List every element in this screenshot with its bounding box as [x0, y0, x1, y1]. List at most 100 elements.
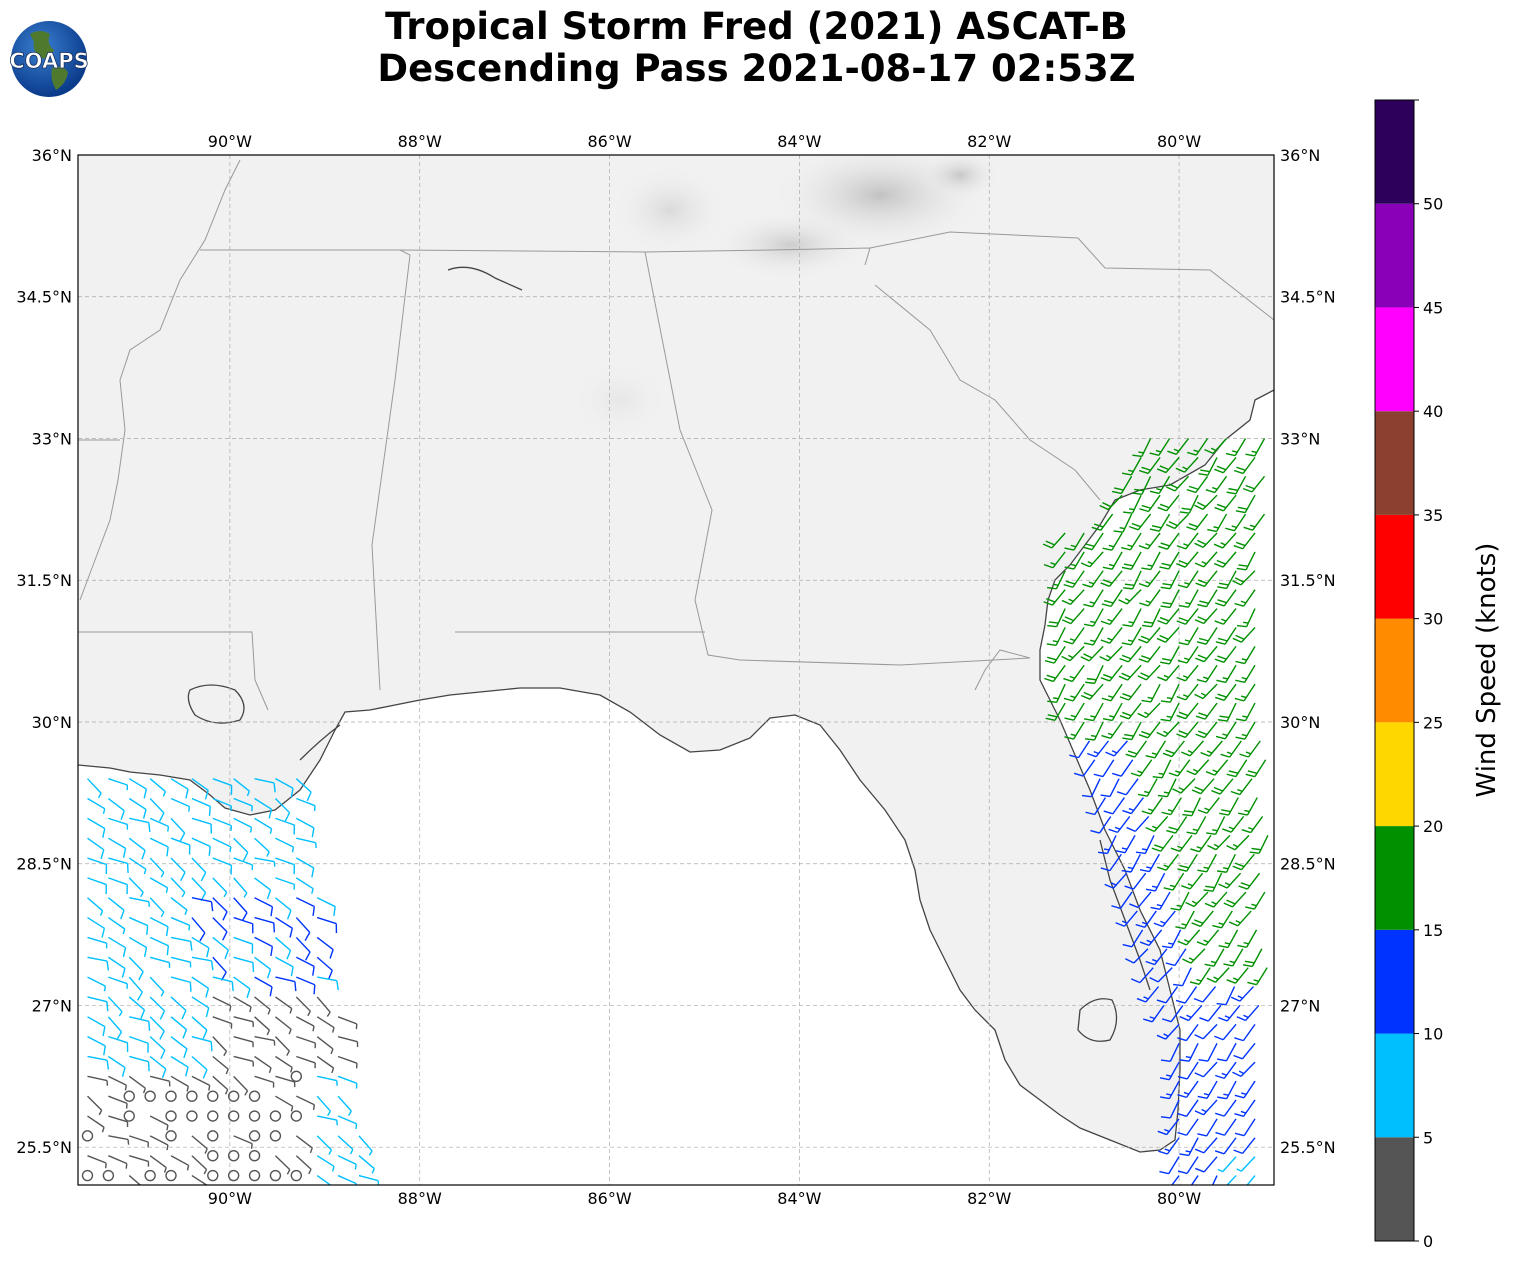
wind-barb — [1172, 778, 1196, 794]
wind-barb — [295, 857, 315, 878]
wind-barb — [1243, 513, 1266, 531]
wind-barb — [170, 1155, 190, 1171]
wind-barb — [129, 1155, 150, 1167]
wind-barb — [1182, 948, 1206, 964]
wind-barb — [1149, 475, 1171, 495]
wind-barb — [212, 936, 230, 960]
wind-barb — [191, 817, 213, 834]
calm-wind-marker — [227, 1150, 240, 1162]
wind-barb — [1084, 702, 1104, 722]
wind-barb — [1099, 494, 1123, 511]
wind-barb — [1043, 551, 1066, 569]
wind-barb — [1101, 721, 1123, 739]
wind-barb — [254, 857, 276, 867]
wind-barb — [1149, 513, 1171, 532]
wind-barb — [1215, 1099, 1237, 1117]
wind-barb — [316, 956, 333, 980]
wind-barb — [1245, 759, 1267, 778]
right-lat-tick-label: 30°N — [1280, 713, 1320, 732]
wind-barb — [107, 797, 125, 820]
wind-barb — [1111, 891, 1133, 910]
wind-barb — [337, 1016, 358, 1030]
wind-barb — [1211, 778, 1234, 795]
wind-barb — [254, 976, 273, 997]
state-borders — [78, 159, 1274, 711]
wind-barb — [87, 1016, 106, 1037]
calm-wind-marker — [207, 1169, 219, 1182]
wind-barb — [275, 877, 296, 890]
wind-barb — [358, 1155, 375, 1174]
calm-wind-marker — [248, 1090, 261, 1102]
wind-barb — [1176, 551, 1199, 568]
wind-barb — [274, 1016, 292, 1035]
wind-barb — [1145, 872, 1166, 892]
wind-barb — [149, 798, 165, 822]
wind-barb — [1239, 740, 1261, 758]
wind-barb — [1245, 891, 1266, 910]
wind-barb — [1233, 456, 1256, 475]
wind-barb — [191, 1075, 211, 1091]
wind-barb — [1080, 645, 1104, 662]
wind-barb — [1195, 721, 1218, 739]
wind-barb — [1162, 740, 1185, 758]
wind-barb — [1143, 1005, 1165, 1023]
wind-barb — [129, 1055, 150, 1072]
wind-barb — [108, 1115, 129, 1128]
wind-barb — [1207, 513, 1228, 533]
wind-barb — [1157, 608, 1180, 625]
wind-barb — [107, 1055, 126, 1077]
wind-barb — [1234, 1023, 1256, 1042]
wind-barb — [295, 936, 311, 961]
wind-barb — [1083, 608, 1104, 627]
wind-barb — [212, 857, 233, 875]
wind-barb — [274, 936, 292, 960]
wind-barb — [1197, 589, 1218, 608]
wind-barb — [212, 837, 232, 853]
wind-barb — [1191, 910, 1214, 928]
wind-barb — [337, 1095, 352, 1116]
wind-barb — [1100, 664, 1123, 682]
colorbar-tick-label: 25 — [1423, 713, 1443, 732]
wind-barb — [108, 936, 127, 958]
wind-barb — [233, 976, 251, 999]
wind-barb — [108, 1155, 128, 1169]
wind-barb — [1217, 853, 1236, 873]
wind-barb — [1237, 929, 1258, 948]
right-lat-tick-label: 33°N — [1280, 429, 1320, 448]
wind-barb — [1238, 872, 1261, 890]
wind-barb — [1132, 475, 1152, 495]
wind-barb — [1186, 816, 1207, 835]
bottom-lon-tick-label: 90°W — [208, 1189, 252, 1208]
wind-barb — [233, 996, 252, 1013]
wind-barb — [191, 1055, 208, 1079]
wind-barb — [1166, 816, 1188, 834]
wind-barb — [212, 1055, 229, 1075]
wind-barb — [1177, 853, 1198, 872]
wind-barb — [1118, 589, 1142, 605]
wind-barb — [128, 1175, 145, 1185]
wind-barb — [1212, 910, 1233, 929]
wind-barb — [1122, 608, 1142, 627]
wind-barb — [149, 1016, 165, 1040]
wind-barb — [1064, 702, 1085, 721]
wind-barb — [1145, 948, 1168, 966]
left-lat-tick-label: 30°N — [32, 713, 72, 732]
wind-barb — [296, 976, 316, 995]
wind-barb — [128, 797, 147, 819]
wind-barb — [1218, 872, 1242, 889]
wind-barb — [1113, 513, 1133, 533]
wind-barb — [233, 817, 253, 833]
wind-barb — [1121, 627, 1142, 646]
wind-barb — [1194, 1061, 1218, 1078]
wind-barb — [1121, 457, 1142, 476]
wind-barb — [1205, 475, 1228, 494]
wind-barb — [1159, 1080, 1180, 1100]
wind-barb — [1234, 1080, 1256, 1099]
wind-barb — [1160, 570, 1180, 590]
wind-barb — [1122, 929, 1144, 948]
title-line-2: Descending Pass 2021-08-17 02:53Z — [377, 47, 1136, 90]
wind-barb — [212, 917, 228, 941]
calm-wind-marker — [165, 1130, 177, 1142]
wind-barb — [1161, 1005, 1184, 1023]
